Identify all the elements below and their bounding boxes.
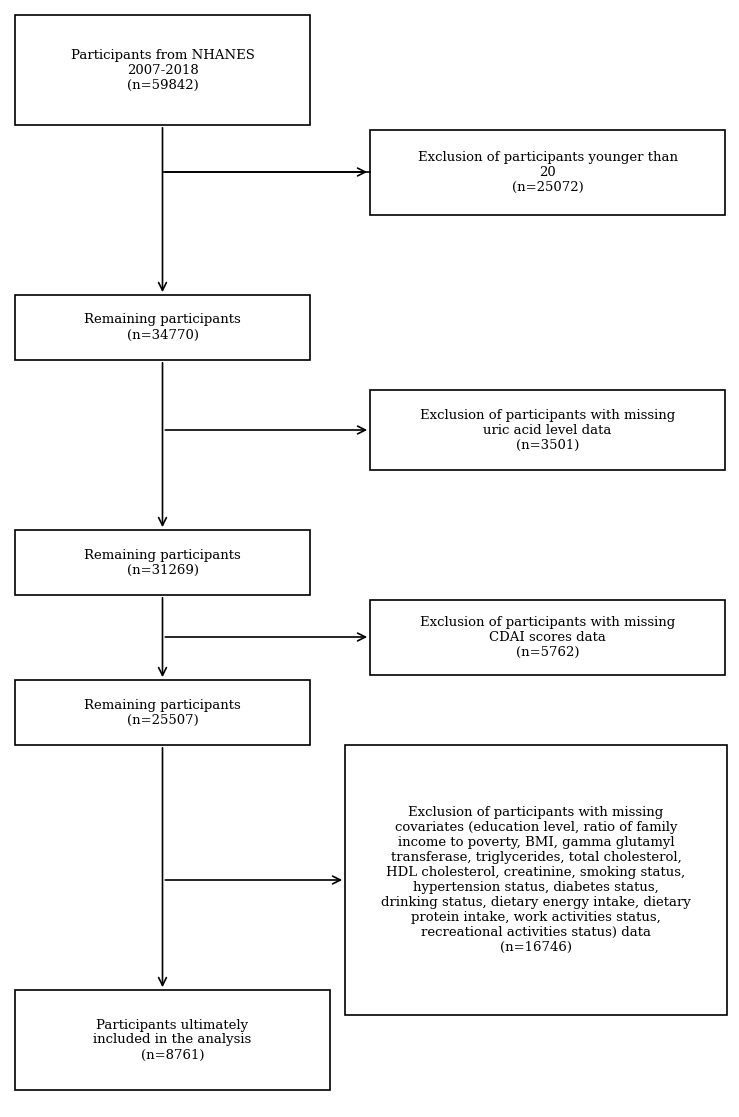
Text: Participants from NHANES
2007-2018
(n=59842): Participants from NHANES 2007-2018 (n=59… <box>70 48 254 92</box>
Bar <box>15 15 310 125</box>
Bar <box>15 680 310 745</box>
Text: Remaining participants
(n=25507): Remaining participants (n=25507) <box>84 698 241 726</box>
Text: Remaining participants
(n=31269): Remaining participants (n=31269) <box>84 548 241 576</box>
Bar <box>15 529 310 595</box>
Text: Exclusion of participants with missing
uric acid level data
(n=3501): Exclusion of participants with missing u… <box>420 409 675 451</box>
Bar <box>370 390 725 470</box>
Text: Exclusion of participants younger than
20
(n=25072): Exclusion of participants younger than 2… <box>418 151 678 194</box>
Text: Exclusion of participants with missing
CDAI scores data
(n=5762): Exclusion of participants with missing C… <box>420 615 675 659</box>
Bar <box>345 745 727 1015</box>
Bar <box>15 990 330 1090</box>
Text: Exclusion of participants with missing
covariates (education level, ratio of fam: Exclusion of participants with missing c… <box>381 806 691 954</box>
Text: Participants ultimately
included in the analysis
(n=8761): Participants ultimately included in the … <box>93 1019 251 1061</box>
Bar <box>370 130 725 214</box>
Text: Remaining participants
(n=34770): Remaining participants (n=34770) <box>84 314 241 342</box>
Bar <box>15 295 310 360</box>
Bar <box>370 600 725 675</box>
